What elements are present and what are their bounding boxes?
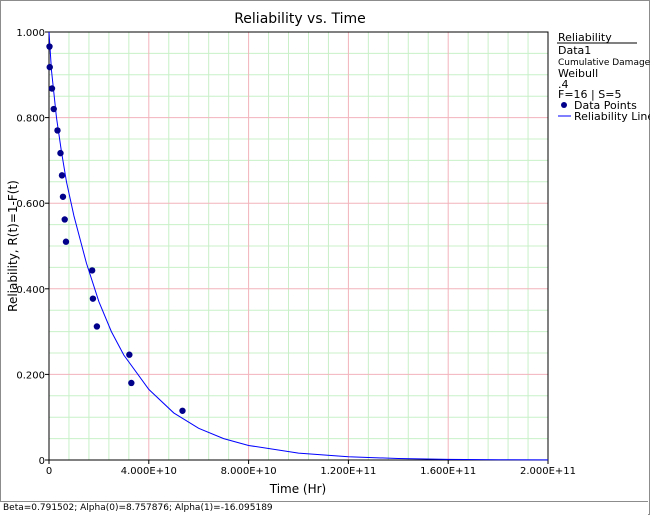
legend-model: Cumulative Damage [558, 58, 650, 68]
data-point [48, 85, 56, 92]
x-axis: 0 4.000E+10 8.000E+10 1.200E+11 1.600E+11 2.0… [46, 460, 576, 477]
chart: Reliability vs. Time 0 4.000E+10 8.000E+10… [6, 11, 650, 496]
data-point [179, 407, 186, 414]
legend-header: Reliability [558, 31, 612, 44]
data-point [59, 193, 67, 200]
legend-distribution: Weibull [558, 67, 598, 80]
data-point [58, 172, 66, 179]
y-axis-title: Reliability, R(t)=1-F(t) [6, 180, 20, 312]
y-tick-label: 1.000 [16, 28, 45, 39]
data-point [57, 149, 64, 157]
y-tick-label: 0 [39, 456, 45, 467]
legend-data-name: Data1 [558, 44, 591, 57]
data-point [128, 379, 135, 387]
data-point [126, 351, 133, 358]
data-point [89, 295, 97, 302]
data-point [46, 63, 53, 71]
legend-reliability-line-label: Reliability Line [574, 110, 650, 123]
x-tick-label: 1.200E+11 [320, 466, 376, 477]
y-tick-label: 0.600 [16, 199, 45, 210]
legend-counts: F=16 | S=5 [558, 88, 621, 101]
data-point [61, 216, 68, 223]
data-point [46, 43, 53, 50]
legend-stress: .4 [558, 78, 569, 91]
x-tick-label: 8.000E+10 [221, 466, 277, 477]
legend-data-points-marker [561, 102, 567, 108]
x-tick-label: 2.000E+11 [520, 466, 576, 477]
y-tick-label: 0.200 [16, 370, 45, 381]
grid [49, 32, 548, 460]
legend-data-points-label: Data Points [574, 99, 637, 112]
x-tick-label: 4.000E+10 [121, 466, 177, 477]
x-tick-label: 0 [46, 466, 52, 477]
y-tick-label: 0.800 [16, 114, 45, 125]
reliability-line [48, 31, 549, 461]
data-point [88, 267, 96, 274]
legend: Reliability Data1 Cumulative Damage Weib… [557, 31, 650, 123]
plot-area-border [48, 31, 549, 461]
data-point [54, 127, 61, 134]
data-point [62, 238, 70, 245]
data-point [93, 323, 101, 330]
chart-title: Reliability vs. Time [234, 11, 366, 27]
x-tick-label: 1.600E+11 [420, 466, 476, 477]
data-point [50, 105, 57, 113]
y-tick-label: 0.400 [16, 285, 45, 296]
status-text: Beta=0.791502; Alpha(0)=8.757876; Alpha(… [3, 503, 273, 513]
y-axis: 0 0.200 0.400 0.600 0.800 1.000 [16, 28, 49, 467]
status-bar: Beta=0.791502; Alpha(0)=8.757876; Alpha(… [0, 501, 648, 515]
x-axis-title: Time (Hr) [269, 482, 327, 496]
data-points [46, 43, 186, 414]
